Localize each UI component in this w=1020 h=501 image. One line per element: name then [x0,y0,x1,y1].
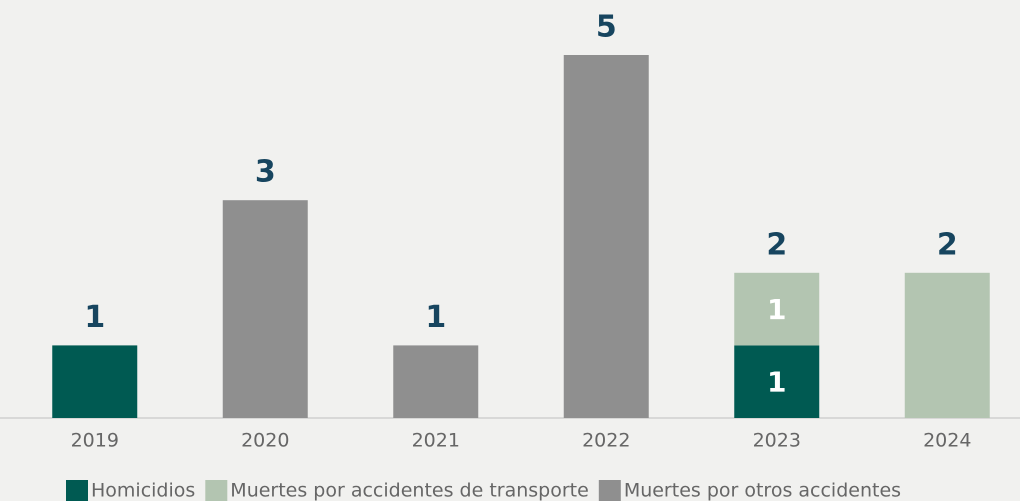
legend-label: Homicidios [91,480,195,501]
bar-segment [904,272,990,418]
x-tick-label: 2022 [582,430,630,452]
legend-swatch [598,480,621,501]
x-tick-label: 2021 [412,430,460,452]
total-label: 1 [84,300,105,335]
total-label: 3 [255,155,276,190]
segment-label: 1 [767,293,786,326]
legend-swatch [205,480,228,501]
x-tick-label: 2023 [753,430,801,452]
x-tick-label: 2024 [923,430,971,452]
legend-label: Muertes por accidentes de transporte [230,480,589,501]
bar-segment [563,55,649,418]
bar-segment [734,272,820,346]
bar-segment [52,345,138,418]
total-label: 2 [937,227,958,262]
total-label: 2 [766,227,787,262]
bar-segment [734,345,820,418]
total-label: 1 [425,300,446,335]
bar-segment [393,345,479,418]
legend-label: Muertes por otros accidentes [624,480,901,501]
x-tick-label: 2020 [241,430,289,452]
total-label: 5 [596,10,617,45]
segment-label: 1 [767,366,786,399]
bar-segment [222,200,308,418]
x-tick-label: 2019 [71,430,119,452]
legend-swatch [66,480,88,501]
